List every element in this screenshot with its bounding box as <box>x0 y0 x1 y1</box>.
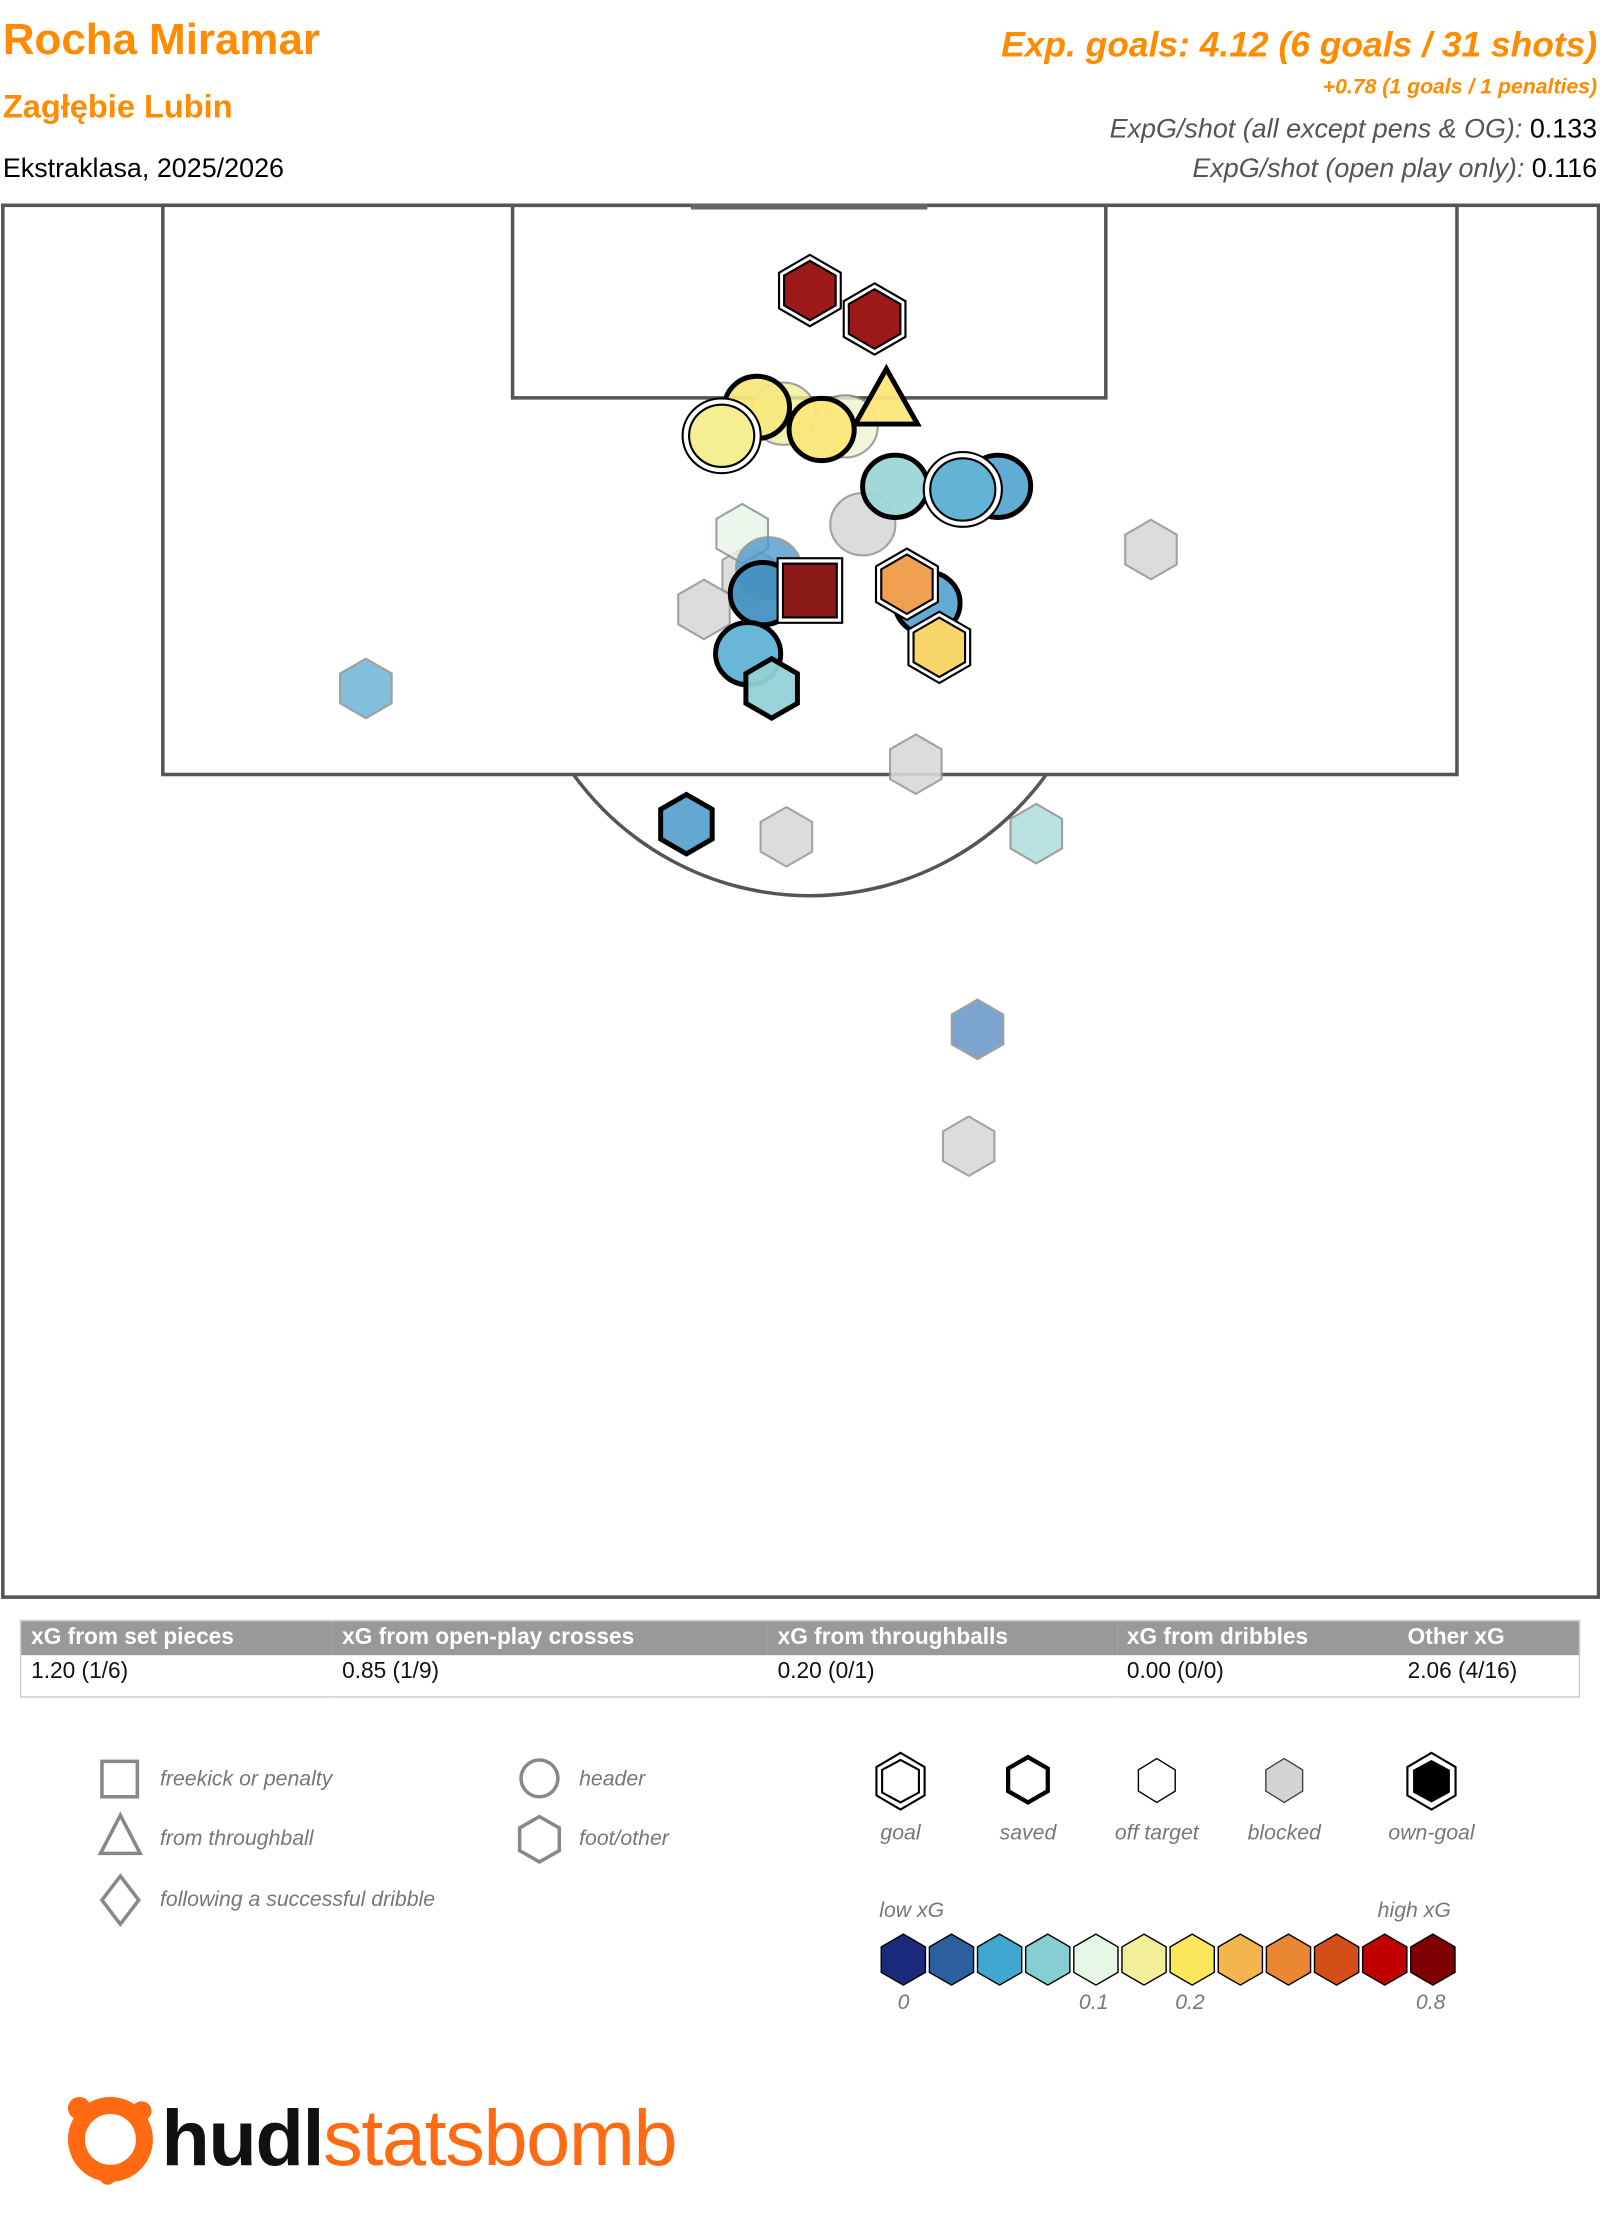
table-header: xG from dribbles <box>1116 1620 1398 1656</box>
scale-swatch-12 <box>1410 1933 1456 1986</box>
shot-marker-30 <box>950 998 1005 1061</box>
legend-goal-label: goal <box>880 1820 921 1845</box>
table-row: 1.20 (1/6) 0.85 (1/9) 0.20 (0/1) 0.00 (0… <box>21 1655 1580 1697</box>
xg-color-scale <box>880 1933 1456 1986</box>
penalty-arc <box>572 773 1048 898</box>
shot-marker-18 <box>776 557 844 624</box>
shot-marker-27 <box>658 791 715 857</box>
scale-swatch-7 <box>1169 1933 1215 1986</box>
legend-freekick-label: freekick or penalty <box>159 1767 333 1792</box>
scale-swatch-6 <box>1121 1933 1167 1986</box>
table-cell: 0.20 (0/1) <box>777 1659 875 1684</box>
legend-foot-label: foot/other <box>579 1826 669 1851</box>
xg-per-shot-open: ExpG/shot (open play only): 0.116 <box>1192 154 1597 185</box>
table-cell: 1.20 (1/6) <box>31 1659 129 1684</box>
hudl-statsbomb-logo: hudl statsbomb <box>65 2087 678 2186</box>
shot-marker-19 <box>874 547 939 622</box>
triangle-icon <box>97 1811 144 1856</box>
logo-text-hudl: hudl <box>161 2091 324 2182</box>
legend-own-goal-label: own-goal <box>1388 1820 1475 1845</box>
scale-swatch-8 <box>1217 1933 1264 1986</box>
statsbomb-logo-icon <box>67 2096 153 2185</box>
low-xg-label: low xG <box>879 1898 945 1923</box>
scale-swatch-3 <box>976 1933 1023 1986</box>
xg-per-shot-value: 0.133 <box>1529 114 1598 145</box>
xg-per-shot-open-value: 0.116 <box>1531 154 1598 185</box>
opponent-name: Zagłębie Lubin <box>2 87 233 125</box>
competition: Ekstraklasa, 2025/2026 <box>2 154 284 185</box>
shot-marker-8 <box>850 363 922 427</box>
shot-marker-29 <box>1009 802 1064 865</box>
scale-tick: 0 <box>897 1990 910 2015</box>
xg-per-shot-open-label: ExpG/shot (open play only): <box>1192 154 1525 185</box>
table-header: xG from throughballs <box>767 1620 1117 1656</box>
table-header: xG from set pieces <box>20 1620 333 1656</box>
shot-marker-24 <box>339 657 393 720</box>
scale-swatch-1 <box>880 1933 927 1986</box>
table-cell: 0.85 (1/9) <box>342 1659 440 1684</box>
scale-swatch-9 <box>1265 1933 1312 1986</box>
blocked-outcome-icon <box>1265 1757 1304 1804</box>
goal-outcome-icon <box>875 1751 926 1811</box>
logo-text-statsbomb: statsbomb <box>323 2091 677 2182</box>
shot-marker-31 <box>941 1115 996 1178</box>
saved-outcome-icon <box>1005 1754 1050 1805</box>
high-xg-label: high xG <box>1377 1898 1451 1923</box>
team-name: Rocha Miramar <box>2 14 320 64</box>
circle-icon <box>519 1758 560 1799</box>
xg-summary: Exp. goals: 4.12 (6 goals / 31 shots) <box>1001 25 1598 66</box>
shot-marker-28 <box>759 805 814 868</box>
legend-dribble-label: following a successful dribble <box>159 1887 436 1912</box>
shot-marker-2 <box>842 282 907 356</box>
table-cell: 2.06 (4/16) <box>1407 1659 1518 1684</box>
scale-swatch-5 <box>1073 1933 1119 1986</box>
xg-breakdown-table: xG from set pieces xG from open-play cro… <box>19 1619 1581 1698</box>
shot-marker-26 <box>888 733 943 796</box>
shot-marker-9 <box>860 452 931 520</box>
scale-tick: 0.2 <box>1175 1990 1205 2015</box>
legend-off-target-label: off target <box>1114 1820 1199 1845</box>
penalty-summary: +0.78 (1 goals / 1 penalties) <box>1322 75 1598 100</box>
scale-swatch-4 <box>1024 1933 1071 1986</box>
square-icon <box>100 1759 140 1799</box>
own-goal-outcome-icon <box>1406 1751 1457 1811</box>
diamond-icon <box>99 1873 141 1928</box>
legend-throughball-label: from throughball <box>159 1826 314 1851</box>
xg-per-shot-label: ExpG/shot (all except pens & OG): <box>1109 114 1523 145</box>
off-target-outcome-icon <box>1137 1757 1176 1804</box>
table-header: xG from open-play crosses <box>332 1620 768 1656</box>
table-cell: 0.00 (0/0) <box>1126 1659 1224 1684</box>
legend-header-label: header <box>579 1767 646 1792</box>
scale-tick: 0.1 <box>1078 1990 1109 2015</box>
legend-blocked-label: blocked <box>1247 1820 1321 1845</box>
shot-marker-10 <box>922 451 1003 528</box>
shots-layer <box>339 253 1178 1178</box>
table-header-row: xG from set pieces xG from open-play cro… <box>20 1620 1580 1656</box>
xg-per-shot: ExpG/shot (all except pens & OG): 0.133 <box>1110 115 1597 146</box>
shot-marker-21 <box>907 610 972 685</box>
shot-marker-6 <box>786 395 857 464</box>
pitch <box>1 203 1600 1599</box>
hexagon-icon <box>517 1814 562 1864</box>
scale-tick: 0.8 <box>1415 1990 1446 2015</box>
shot-marker-25 <box>1124 518 1178 581</box>
scale-swatch-2 <box>928 1933 975 1986</box>
shot-marker-23 <box>743 655 800 722</box>
shot-marker-5 <box>681 397 762 475</box>
shot-marker-1 <box>777 253 842 328</box>
table-header: Other xG <box>1397 1620 1580 1656</box>
legend-saved-label: saved <box>999 1820 1057 1845</box>
scale-swatch-10 <box>1313 1933 1360 1986</box>
scale-swatch-11 <box>1361 1933 1408 1986</box>
